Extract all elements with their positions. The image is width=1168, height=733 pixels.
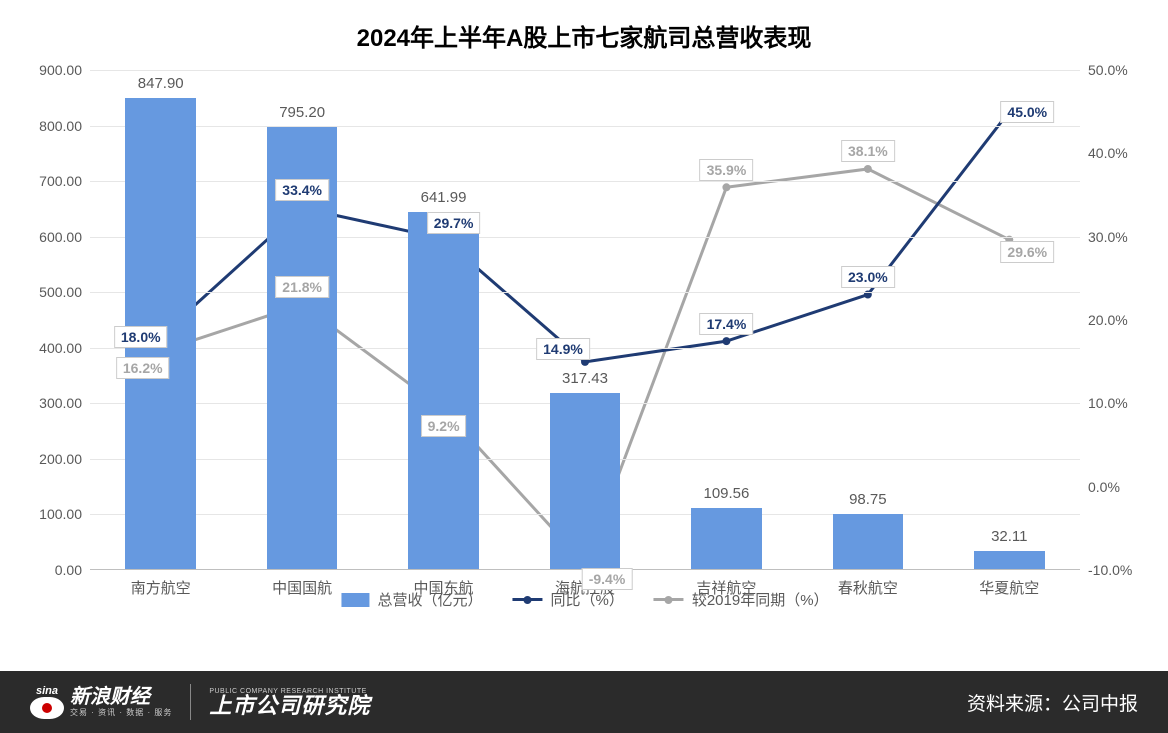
legend-bar: 总营收（亿元）	[341, 589, 482, 610]
bar-value-label: 98.75	[849, 491, 887, 508]
bar	[408, 212, 479, 569]
chart-title: 2024年上半年A股上市七家航司总营收表现	[0, 0, 1168, 53]
ytick-right: 20.0%	[1088, 312, 1128, 328]
legend-bar-label: 总营收（亿元）	[377, 589, 482, 610]
sina-brand: sina	[36, 686, 58, 697]
line-value-label: 45.0%	[1000, 101, 1054, 123]
sina-logo: sina 新浪财经 交易 · 资讯 · 数据 · 服务	[30, 686, 172, 719]
line-value-label: 21.8%	[275, 276, 329, 298]
xtick-label: 中国国航	[272, 577, 332, 598]
line-value-label: 35.9%	[700, 159, 754, 181]
ytick-left: 900.00	[39, 62, 82, 78]
bar-value-label: 795.20	[279, 104, 325, 121]
line-value-label: 29.6%	[1000, 241, 1054, 263]
ytick-right: 0.0%	[1088, 479, 1120, 495]
bar	[550, 393, 621, 569]
line-value-label: 29.7%	[427, 212, 481, 234]
sina-eye-icon	[30, 697, 64, 719]
ytick-right: 30.0%	[1088, 229, 1128, 245]
footer-logos: sina 新浪财经 交易 · 资讯 · 数据 · 服务 PUBLIC COMPA…	[30, 684, 370, 720]
sina-logo-sub: 交易 · 资讯 · 数据 · 服务	[70, 709, 172, 717]
ytick-left: 400.00	[39, 340, 82, 356]
footer: sina 新浪财经 交易 · 资讯 · 数据 · 服务 PUBLIC COMPA…	[0, 671, 1168, 733]
bar	[833, 514, 904, 569]
ytick-right: -10.0%	[1088, 562, 1132, 578]
bar-value-label: 641.99	[421, 189, 467, 206]
gridline	[90, 70, 1080, 71]
footer-divider	[190, 684, 191, 720]
line-value-label: 23.0%	[841, 266, 895, 288]
legend-line2-label: 较2019年同期（%）	[692, 589, 829, 610]
line-value-label: 9.2%	[421, 415, 467, 437]
bar-value-label: 317.43	[562, 370, 608, 387]
sina-logo-main: 新浪财经	[70, 687, 172, 707]
line-value-label: 18.0%	[114, 326, 168, 348]
ytick-right: 40.0%	[1088, 145, 1128, 161]
ytick-left: 200.00	[39, 451, 82, 467]
ytick-left: 600.00	[39, 229, 82, 245]
xtick-label: 南方航空	[131, 577, 191, 598]
line-value-label: 16.2%	[116, 357, 170, 379]
gridline	[90, 126, 1080, 127]
bar-value-label: 109.56	[703, 485, 749, 502]
legend-swatch-line1	[512, 598, 542, 601]
gridline	[90, 181, 1080, 182]
ytick-left: 100.00	[39, 506, 82, 522]
ytick-right: 50.0%	[1088, 62, 1128, 78]
ytick-left: 0.00	[55, 562, 82, 578]
line-value-label: 17.4%	[700, 313, 754, 335]
line-value-label: 38.1%	[841, 140, 895, 162]
bar	[691, 508, 762, 569]
ytick-left: 700.00	[39, 173, 82, 189]
xtick-label: 春秋航空	[838, 577, 898, 598]
data-source: 资料来源：公司中报	[967, 689, 1138, 716]
line-value-label: 33.4%	[275, 179, 329, 201]
bar	[974, 551, 1045, 569]
ytick-left: 300.00	[39, 395, 82, 411]
gridline	[90, 237, 1080, 238]
bar-value-label: 32.11	[991, 528, 1027, 545]
line-value-label: 14.9%	[536, 338, 590, 360]
plot-region: 0.00100.00200.00300.00400.00500.00600.00…	[90, 70, 1080, 570]
gridline	[90, 292, 1080, 293]
legend-line1: 同比（%）	[512, 589, 623, 610]
ytick-left: 500.00	[39, 284, 82, 300]
bar-value-label: 847.90	[138, 75, 184, 92]
institute-logo: PUBLIC COMPANY RESEARCH INSTITUTE 上市公司研究…	[209, 688, 370, 717]
chart-area: 0.00100.00200.00300.00400.00500.00600.00…	[90, 60, 1080, 610]
legend-line2: 较2019年同期（%）	[654, 589, 829, 610]
institute-logo-main: 上市公司研究院	[209, 695, 370, 717]
legend-line1-label: 同比（%）	[550, 589, 623, 610]
legend-swatch-line2	[654, 598, 684, 601]
legend-swatch-bar	[341, 593, 369, 607]
legend: 总营收（亿元） 同比（%） 较2019年同期（%）	[341, 589, 828, 610]
ytick-left: 800.00	[39, 118, 82, 134]
xtick-label: 华夏航空	[979, 577, 1039, 598]
ytick-right: 10.0%	[1088, 395, 1128, 411]
line-value-label: -9.4%	[582, 568, 633, 590]
